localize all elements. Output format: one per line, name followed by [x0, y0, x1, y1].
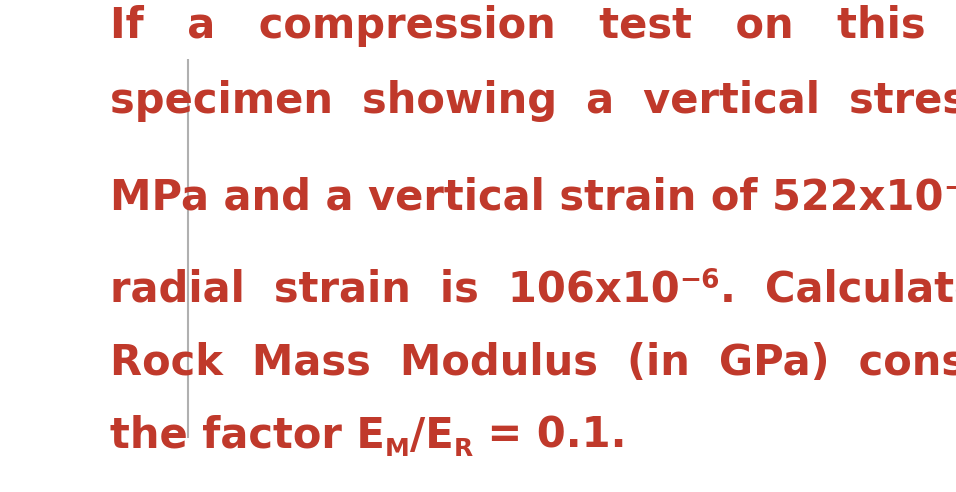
Text: −6: −6	[944, 177, 956, 203]
Text: MPa and a vertical strain of 522x10: MPa and a vertical strain of 522x10	[110, 177, 944, 219]
Text: specimen  showing  a  vertical  stress  of  46: specimen showing a vertical stress of 46	[110, 80, 956, 122]
Text: the factor E: the factor E	[110, 415, 385, 457]
Text: = 0.1.: = 0.1.	[472, 415, 626, 457]
Text: R: R	[453, 437, 472, 461]
Text: If   a   compression   test   on   this   rock: If a compression test on this rock	[110, 5, 956, 47]
Text: /E: /E	[409, 415, 453, 457]
Text: −6: −6	[680, 269, 720, 295]
Text: radial  strain  is  106x10: radial strain is 106x10	[110, 269, 680, 311]
Text: M: M	[385, 437, 409, 461]
Text: .  Calculate  the: . Calculate the	[720, 269, 956, 311]
Text: Rock  Mass  Modulus  (in  GPa)  considering: Rock Mass Modulus (in GPa) considering	[110, 342, 956, 384]
